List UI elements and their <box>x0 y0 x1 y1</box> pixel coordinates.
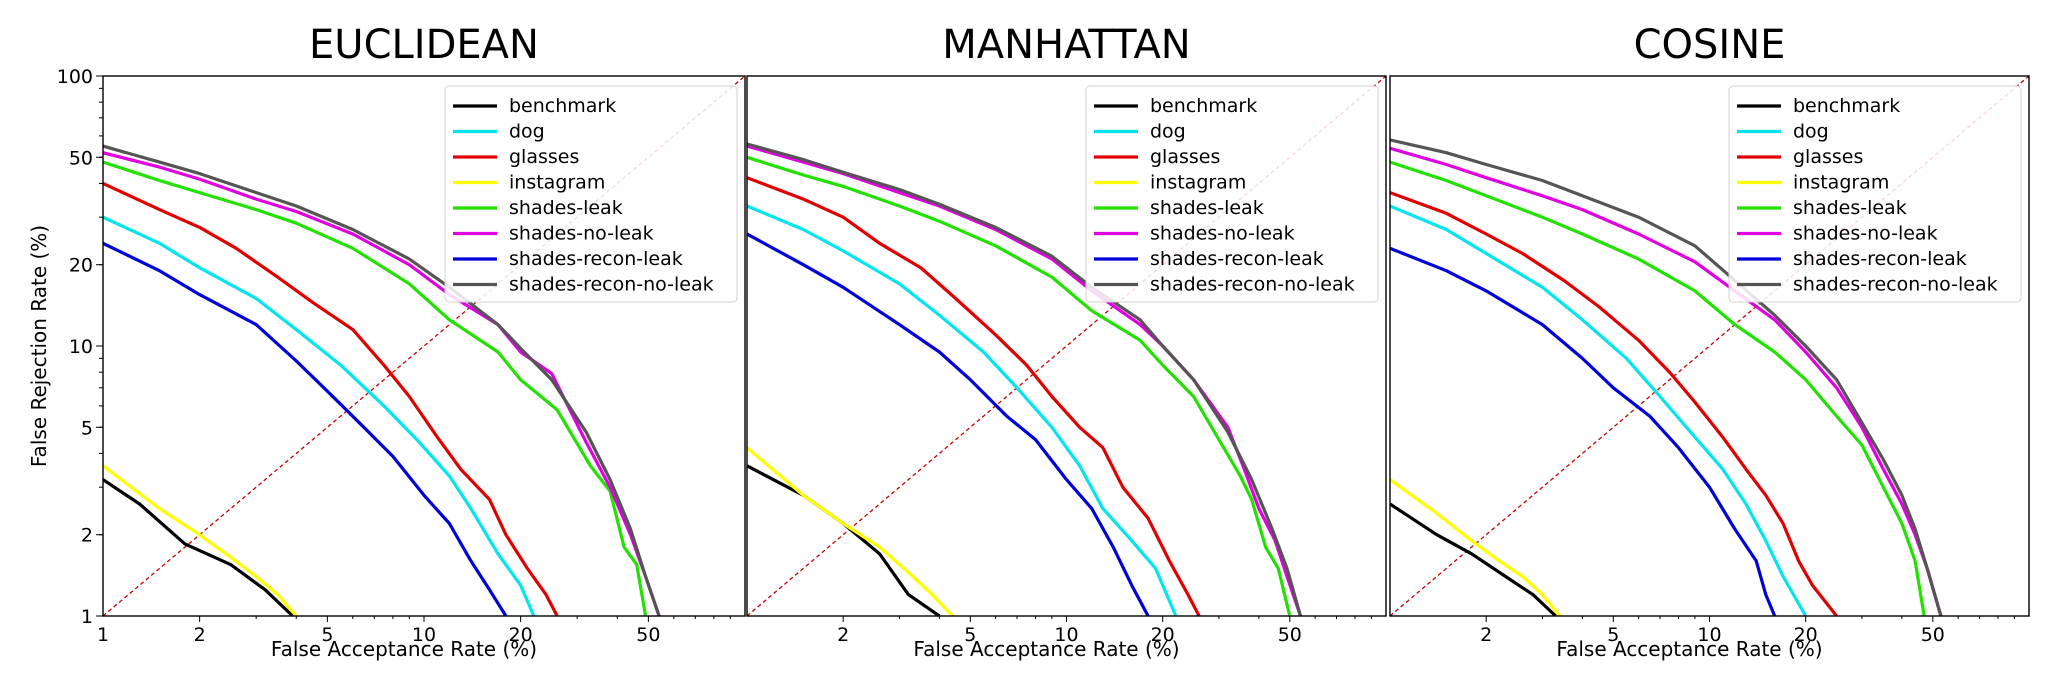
x-tick-label: 5 <box>1607 624 1619 646</box>
legend-entry-shades-leak: shades-leak <box>1150 197 1264 219</box>
legend-box <box>444 85 738 303</box>
y-axis-label: False Rejection Rate (%) <box>27 225 51 467</box>
legend-entry-shades-leak: shades-leak <box>1793 197 1907 219</box>
legend-entry-dog: dog <box>509 121 545 143</box>
x-axis-label: False Acceptance Rate (%) <box>271 637 537 661</box>
series-line-shades-recon-no-leak <box>103 144 661 616</box>
y-tick-label: 2 <box>81 525 93 547</box>
series-line-shades-no-leak <box>1390 146 1943 616</box>
legend-entry-dog: dog <box>1150 121 1186 143</box>
series-line-shades-recon-leak <box>747 232 1150 616</box>
legend: benchmark dog glasses instagram shades-leak s… <box>1085 85 1379 303</box>
series-line-shades-no-leak <box>103 151 661 616</box>
y-tick-label: 5 <box>81 417 93 439</box>
series-line-dog <box>1390 204 1808 616</box>
series-line-shades-no-leak <box>747 144 1303 616</box>
legend-entry-shades-no-leak: shades-no-leak <box>1150 223 1295 245</box>
legend-entry-shades-recon-leak: shades-recon-leak <box>1793 248 1967 270</box>
legend-entry-shades-leak: shades-leak <box>509 197 623 219</box>
x-tick-label: 10 <box>1697 624 1721 646</box>
y-tick-label: 1 <box>81 606 93 628</box>
legend-entry-instagram: instagram <box>1793 172 1889 194</box>
x-tick-label: 10 <box>1054 624 1078 646</box>
series-line-shades-recon-leak <box>1390 246 1777 616</box>
x-tick-label: 50 <box>1921 624 1945 646</box>
series-line-dog <box>103 215 536 616</box>
x-tick-label: 2 <box>1480 624 1492 646</box>
series-line-benchmark <box>103 478 294 616</box>
x-tick-label: 50 <box>1278 624 1302 646</box>
panel-0: EUCLIDEAN 1 2 5 10 20 50 1 2 5 10 20 50 100 False Acce… <box>27 22 746 661</box>
series-line-dog <box>747 204 1178 616</box>
legend-entry-shades-recon-no-leak: shades-recon-no-leak <box>509 274 714 296</box>
panel-title: MANHATTAN <box>942 22 1190 68</box>
series-line-instagram <box>1390 478 1562 616</box>
legend-entry-glasses: glasses <box>509 146 579 168</box>
series-line-instagram <box>103 464 298 616</box>
legend-entry-shades-recon-leak: shades-recon-leak <box>509 248 683 270</box>
legend-entry-dog: dog <box>1793 121 1829 143</box>
y-tick-label: 10 <box>69 336 93 358</box>
panel-1: MANHATTAN 2 5 10 20 50 False Acceptance Rate (… <box>746 22 1387 661</box>
series-line-shades-leak <box>103 160 648 616</box>
legend-entry-shades-recon-no-leak: shades-recon-no-leak <box>1150 274 1355 296</box>
y-tick-label: 100 <box>57 66 93 88</box>
legend-entry-benchmark: benchmark <box>1150 95 1257 117</box>
legend-box <box>1085 85 1379 303</box>
legend-entry-shades-no-leak: shades-no-leak <box>509 223 654 245</box>
x-axis-label: False Acceptance Rate (%) <box>1556 637 1822 661</box>
panel-title: EUCLIDEAN <box>309 22 539 68</box>
series-line-glasses <box>103 181 559 616</box>
panel-title: COSINE <box>1634 22 1786 68</box>
legend-entry-benchmark: benchmark <box>1793 95 1900 117</box>
series-line-shades-recon-no-leak <box>1390 138 1943 616</box>
series-line-instagram <box>747 446 954 616</box>
series-line-shades-leak <box>1390 160 1926 616</box>
y-tick-label: 20 <box>69 255 93 277</box>
x-tick-label: 10 <box>412 624 436 646</box>
x-tick-label: 50 <box>636 624 660 646</box>
x-tick-label: 20 <box>509 624 533 646</box>
legend-entry-shades-no-leak: shades-no-leak <box>1793 223 1938 245</box>
legend-entry-shades-recon-no-leak: shades-recon-no-leak <box>1793 274 1998 296</box>
series-line-benchmark <box>1390 502 1557 616</box>
legend-entry-instagram: instagram <box>1150 172 1246 194</box>
legend: benchmark dog glasses instagram shades-leak s… <box>1728 85 2022 303</box>
legend-entry-glasses: glasses <box>1793 146 1863 168</box>
panel-2: COSINE 2 5 10 20 50 False Acceptance Rate (%) b… <box>1389 22 2030 661</box>
y-tick-label: 50 <box>69 147 93 169</box>
x-tick-label: 20 <box>1151 624 1175 646</box>
series-line-glasses <box>747 176 1201 616</box>
x-tick-label: 2 <box>837 624 849 646</box>
series-line-shades-recon-no-leak <box>747 142 1303 616</box>
legend-entry-benchmark: benchmark <box>509 95 616 117</box>
legend-box <box>1728 85 2022 303</box>
series-line-shades-leak <box>747 155 1292 616</box>
x-tick-label: 2 <box>194 624 206 646</box>
series-line-benchmark <box>747 464 941 616</box>
legend-entry-instagram: instagram <box>509 172 605 194</box>
x-tick-label: 20 <box>1794 624 1818 646</box>
x-tick-label: 5 <box>964 624 976 646</box>
x-tick-label: 5 <box>321 624 333 646</box>
legend: benchmark dog glasses instagram shades-leak s… <box>444 85 738 303</box>
series-line-glasses <box>1390 191 1838 616</box>
series-line-shades-recon-leak <box>103 241 508 616</box>
legend-entry-shades-recon-leak: shades-recon-leak <box>1150 248 1324 270</box>
legend-entry-glasses: glasses <box>1150 146 1220 168</box>
x-axis-label: False Acceptance Rate (%) <box>913 637 1179 661</box>
x-tick-label: 1 <box>97 624 109 646</box>
